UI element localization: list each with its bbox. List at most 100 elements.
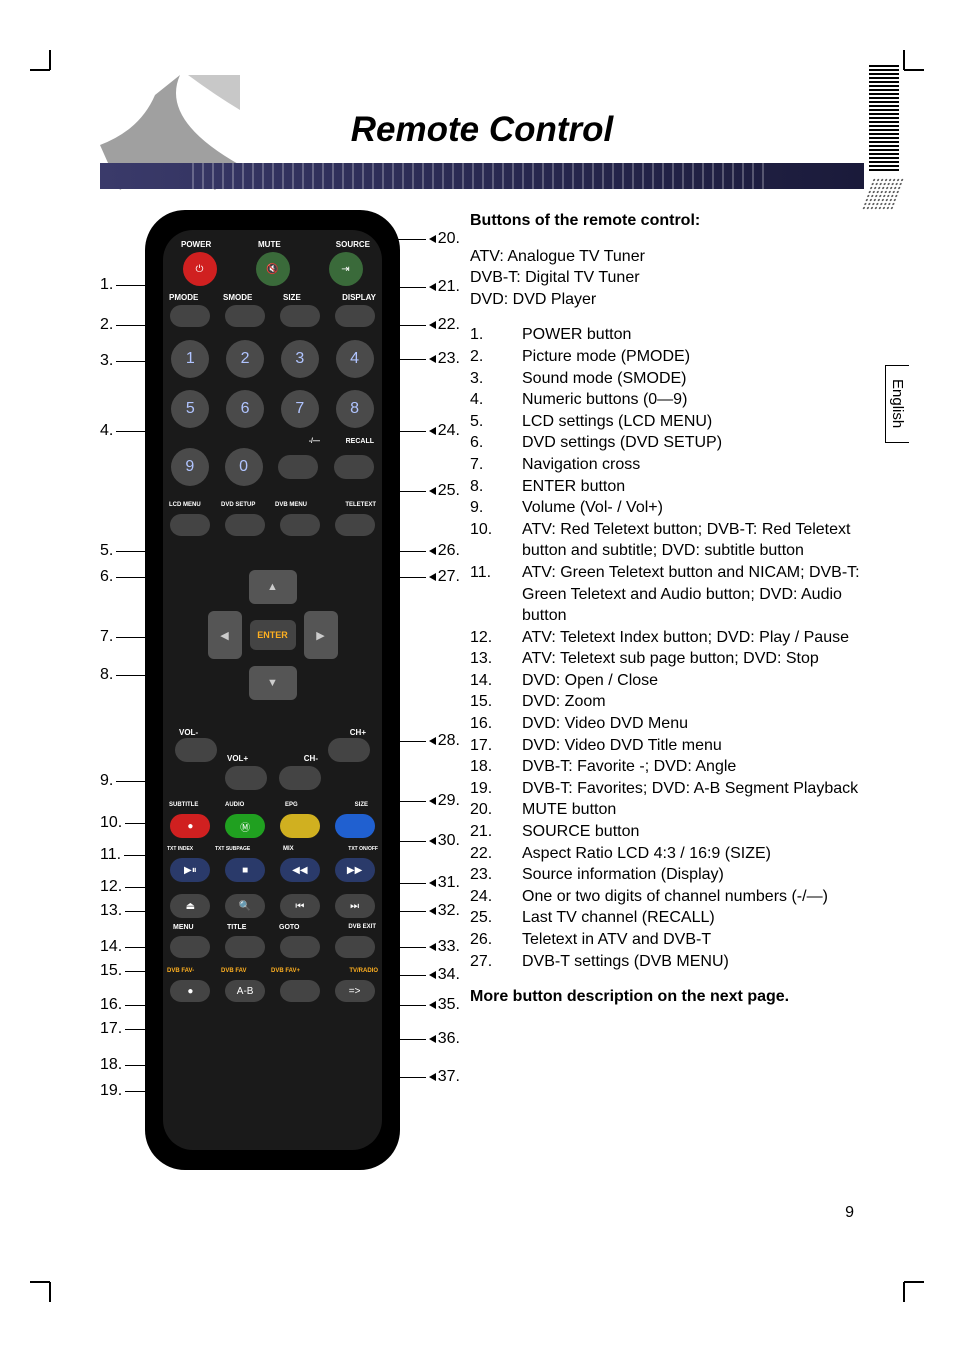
pmode-button[interactable] bbox=[170, 305, 210, 327]
recall-button[interactable] bbox=[334, 455, 374, 479]
power-button[interactable]: ⏻ bbox=[183, 252, 217, 286]
item-number: 24. bbox=[470, 886, 522, 908]
goto-button[interactable] bbox=[280, 936, 320, 958]
list-item: 17.DVD: Video DVD Title menu bbox=[470, 735, 864, 757]
btn-label: DVD SETUP bbox=[221, 502, 255, 508]
list-item: 8.ENTER button bbox=[470, 476, 864, 498]
btn-label: DISPLAY bbox=[342, 293, 376, 302]
leader-line: 34. bbox=[390, 966, 460, 984]
numeric-button[interactable]: 1 bbox=[171, 340, 209, 378]
leader-line: 23. bbox=[390, 350, 460, 368]
btn-label: MENU bbox=[173, 924, 194, 931]
size-button[interactable] bbox=[280, 305, 320, 327]
dvb-menu-button[interactable] bbox=[280, 514, 320, 536]
item-number: 25. bbox=[470, 907, 522, 929]
item-number: 1. bbox=[470, 324, 522, 346]
zoom-button[interactable]: 🔍 bbox=[225, 894, 265, 918]
nav-right-button[interactable]: ▶ bbox=[304, 611, 338, 659]
smode-button[interactable] bbox=[225, 305, 265, 327]
eject-button[interactable]: ⏏ bbox=[170, 894, 210, 918]
red-button[interactable]: ● bbox=[170, 814, 210, 838]
content: 1.2.3.4.5.6.7.8.9.10.11.12.13.14.15.16.1… bbox=[100, 210, 864, 1232]
leader-number: 26. bbox=[438, 542, 460, 560]
numeric-button[interactable]: 7 bbox=[281, 390, 319, 428]
item-text: ATV: Red Teletext button; DVB-T: Red Tel… bbox=[522, 519, 864, 562]
nav-left-button[interactable]: ◀ bbox=[208, 611, 242, 659]
item-number: 27. bbox=[470, 951, 522, 973]
display-button[interactable] bbox=[335, 305, 375, 327]
yellow-button[interactable] bbox=[280, 814, 320, 838]
numeric-button[interactable]: 9 bbox=[171, 448, 209, 486]
fav-plus-button[interactable] bbox=[280, 980, 320, 1002]
leader-number: 37. bbox=[438, 1068, 460, 1086]
list-item: 2.Picture mode (PMODE) bbox=[470, 346, 864, 368]
enter-button[interactable]: ENTER bbox=[250, 620, 296, 650]
leader-number: 35. bbox=[438, 996, 460, 1014]
numeric-button[interactable]: 2 bbox=[226, 340, 264, 378]
description-heading: Buttons of the remote control: bbox=[470, 210, 864, 232]
dvd-menu-button[interactable] bbox=[170, 936, 210, 958]
btn-label: MIX bbox=[283, 846, 294, 852]
numeric-button[interactable]: 8 bbox=[336, 390, 374, 428]
list-item: 15.DVD: Zoom bbox=[470, 691, 864, 713]
item-text: DVD: Open / Close bbox=[522, 670, 864, 692]
blue-button[interactable] bbox=[335, 814, 375, 838]
prev-button[interactable]: ⏮ bbox=[280, 894, 320, 918]
digits-toggle-button[interactable] bbox=[278, 455, 318, 479]
lcd-menu-button[interactable] bbox=[170, 514, 210, 536]
ch-up-button[interactable] bbox=[328, 738, 370, 762]
mute-button[interactable]: 🔇 bbox=[256, 252, 290, 286]
tv-radio-button[interactable]: => bbox=[335, 980, 375, 1002]
fav-minus-button[interactable]: ● bbox=[170, 980, 210, 1002]
ff-button[interactable]: ▶▶ bbox=[335, 858, 375, 882]
dot-decoration bbox=[861, 178, 905, 210]
leader-line: 25. bbox=[390, 482, 460, 500]
item-text: One or two digits of channel numbers (-/… bbox=[522, 886, 864, 908]
numeric-button[interactable]: 6 bbox=[226, 390, 264, 428]
numeric-button[interactable]: 4 bbox=[336, 340, 374, 378]
rew-button[interactable]: ◀◀ bbox=[280, 858, 320, 882]
language-tab-label: English bbox=[889, 379, 906, 428]
dvd-title-button[interactable] bbox=[225, 936, 265, 958]
leader-number: 5. bbox=[100, 542, 113, 560]
btn-label: VOL- bbox=[179, 728, 198, 737]
numeric-button[interactable]: 0 bbox=[225, 448, 263, 486]
item-number: 16. bbox=[470, 713, 522, 735]
intro-line: DVD: DVD Player bbox=[470, 289, 864, 311]
vol-down-button[interactable] bbox=[175, 738, 217, 762]
page: English Remote Control 1.2.3.4.5.6.7.8.9… bbox=[0, 0, 954, 1352]
stop-button[interactable]: ■ bbox=[225, 858, 265, 882]
nav-up-button[interactable]: ▲ bbox=[249, 570, 297, 604]
fav-button[interactable]: A-B bbox=[225, 980, 265, 1002]
item-number: 7. bbox=[470, 454, 522, 476]
numeric-button[interactable]: 3 bbox=[281, 340, 319, 378]
item-text: POWER button bbox=[522, 324, 864, 346]
vol-up-button[interactable] bbox=[225, 766, 267, 790]
leader-number: 7. bbox=[100, 628, 113, 646]
item-number: 23. bbox=[470, 864, 522, 886]
leader-line: 36. bbox=[390, 1030, 460, 1048]
btn-label: TELETEXT bbox=[345, 502, 376, 508]
list-item: 9.Volume (Vol- / Vol+) bbox=[470, 497, 864, 519]
leader-number: 6. bbox=[100, 568, 113, 586]
btn-label: SUBTITLE bbox=[169, 802, 198, 808]
leader-number: 32. bbox=[438, 902, 460, 920]
item-number: 11. bbox=[470, 562, 522, 627]
ch-down-button[interactable] bbox=[279, 766, 321, 790]
leader-number: 22. bbox=[438, 316, 460, 334]
nav-down-button[interactable]: ▼ bbox=[249, 666, 297, 700]
list-item: 22.Aspect Ratio LCD 4:3 / 16:9 (SIZE) bbox=[470, 843, 864, 865]
play-pause-button[interactable]: ▶⏸ bbox=[170, 858, 210, 882]
source-button[interactable]: ⇥ bbox=[329, 252, 363, 286]
item-text: ATV: Teletext Index button; DVD: Play / … bbox=[522, 627, 864, 649]
green-button[interactable]: Ⓜ bbox=[225, 814, 265, 838]
teletext-button[interactable] bbox=[335, 514, 375, 536]
leader-number: 18. bbox=[100, 1056, 122, 1074]
dvd-setup-button[interactable] bbox=[225, 514, 265, 536]
leader-number: 9. bbox=[100, 772, 113, 790]
dvb-exit-button[interactable] bbox=[335, 936, 375, 958]
item-text: Sound mode (SMODE) bbox=[522, 368, 864, 390]
list-item: 23.Source information (Display) bbox=[470, 864, 864, 886]
numeric-button[interactable]: 5 bbox=[171, 390, 209, 428]
next-button[interactable]: ⏭ bbox=[335, 894, 375, 918]
